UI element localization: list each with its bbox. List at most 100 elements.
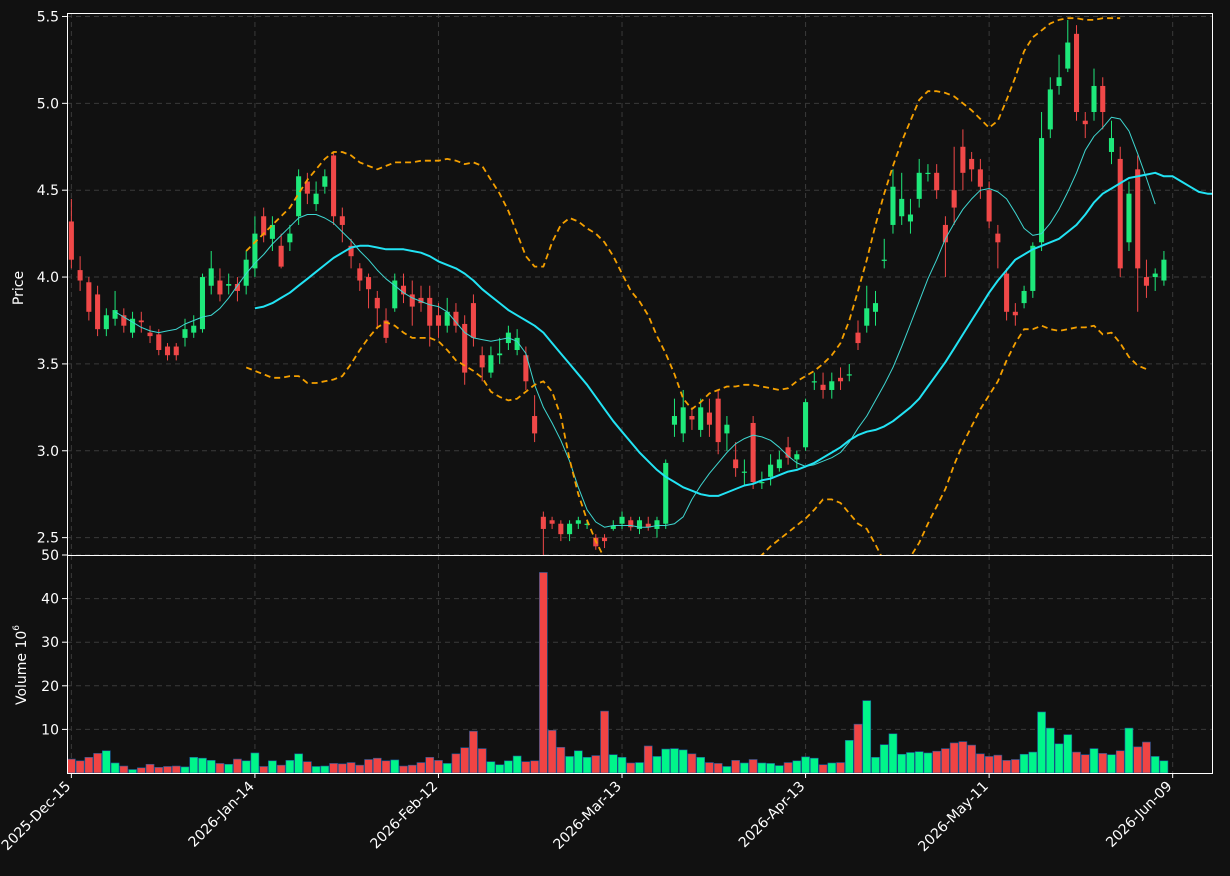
volume-bar — [923, 752, 933, 774]
candle-body — [1091, 85, 1097, 113]
lower-band-line — [245, 321, 1147, 555]
candle-body — [226, 284, 232, 286]
volume-bar — [591, 755, 601, 774]
candle-body — [698, 407, 704, 430]
volume-bar — [836, 762, 845, 774]
candle-body — [942, 224, 948, 243]
candle-body — [890, 186, 896, 225]
candle-body — [409, 294, 415, 307]
volume-bar — [635, 762, 644, 774]
candle-body — [610, 525, 616, 529]
volume-bar — [180, 766, 190, 774]
volume-bar — [600, 710, 609, 774]
candle-body — [392, 280, 398, 309]
candle-body — [907, 214, 913, 222]
volume-bar — [154, 767, 164, 774]
volume-bar — [626, 762, 636, 774]
volume-bar — [338, 763, 347, 774]
volume-bar — [346, 762, 356, 774]
volume-bar — [949, 742, 959, 774]
candle-body — [628, 520, 634, 528]
candle-body — [1004, 273, 1010, 312]
volume-bar — [259, 766, 268, 774]
volume-bar — [984, 756, 994, 774]
candle-body — [121, 315, 127, 326]
volume-bar — [329, 763, 338, 774]
volume-bar — [189, 757, 199, 774]
volume-axis-exponent: 6 — [12, 625, 22, 631]
volume-bar — [390, 759, 400, 774]
volume-bar — [582, 757, 592, 774]
volume-bar — [110, 762, 120, 774]
candle-body — [645, 523, 651, 528]
volume-panel-frame — [67, 555, 1213, 774]
price-tick-label: 4.5 — [37, 183, 59, 199]
volume-bar — [102, 750, 111, 774]
volume-bar — [206, 760, 216, 774]
volume-bar — [906, 752, 915, 774]
candle-body — [663, 462, 669, 524]
candle-body — [750, 422, 756, 483]
volume-bar — [705, 762, 714, 774]
candle-body — [435, 315, 442, 326]
candle-body — [400, 285, 407, 295]
candle-body — [733, 459, 739, 469]
candle-body — [488, 355, 494, 373]
candle-body — [829, 381, 835, 390]
volume-tick-label: 10 — [41, 722, 59, 738]
volume-bar — [451, 753, 461, 774]
candle-body — [1126, 193, 1132, 243]
volume-bar — [844, 739, 854, 774]
volume-bar — [119, 765, 129, 774]
volume-bar — [67, 758, 76, 774]
volume-bar — [1045, 727, 1055, 774]
candle-body — [418, 297, 424, 304]
volume-bar — [879, 744, 889, 774]
candle-body — [1056, 77, 1062, 86]
candle-body — [785, 447, 791, 458]
candle-body — [977, 169, 983, 187]
candle-body — [156, 334, 162, 351]
volume-bar — [136, 767, 146, 774]
volume-bar — [320, 765, 330, 774]
candle-body — [636, 520, 643, 529]
volume-tick-label: 40 — [41, 592, 59, 608]
candle-body — [217, 280, 223, 295]
candle-body — [130, 318, 136, 333]
volume-bar — [775, 765, 784, 774]
candle-body — [1108, 138, 1115, 152]
candle-body — [846, 374, 852, 376]
volume-bar — [1028, 751, 1038, 774]
candle-body — [348, 245, 354, 257]
candle-body — [995, 233, 1001, 243]
volume-bar — [862, 700, 872, 774]
candle-body — [322, 176, 328, 187]
volume-bar — [294, 753, 303, 774]
volume-bar — [713, 763, 723, 774]
price-axis-title: Price — [11, 271, 27, 305]
candle-body — [619, 516, 625, 524]
price-tick-label: 4.0 — [37, 270, 59, 286]
candle-body — [575, 520, 581, 524]
slow-moving-average-line — [254, 171, 1212, 497]
candle-body — [199, 277, 206, 330]
volume-bar — [477, 748, 487, 774]
volume-bar — [241, 760, 251, 774]
price-tick-label: 3.5 — [37, 357, 59, 373]
volume-bar — [661, 748, 671, 774]
volume-bar — [521, 761, 531, 774]
volume-bar — [171, 765, 181, 774]
candle-body — [278, 245, 284, 267]
volume-axis-title: Volume 106 — [12, 625, 30, 705]
candle-body — [103, 315, 109, 330]
candle-body — [715, 398, 721, 443]
candle-body — [1161, 259, 1167, 281]
candle-body — [444, 311, 450, 326]
volume-bar — [145, 763, 155, 774]
price-axis-ticks: 2.5 3.0 3.5 4.0 4.5 5.0 5.5 — [37, 9, 67, 547]
volume-bar — [399, 765, 408, 774]
candle-body — [602, 537, 608, 542]
candle-body — [1082, 120, 1088, 125]
candle-body — [164, 346, 171, 356]
